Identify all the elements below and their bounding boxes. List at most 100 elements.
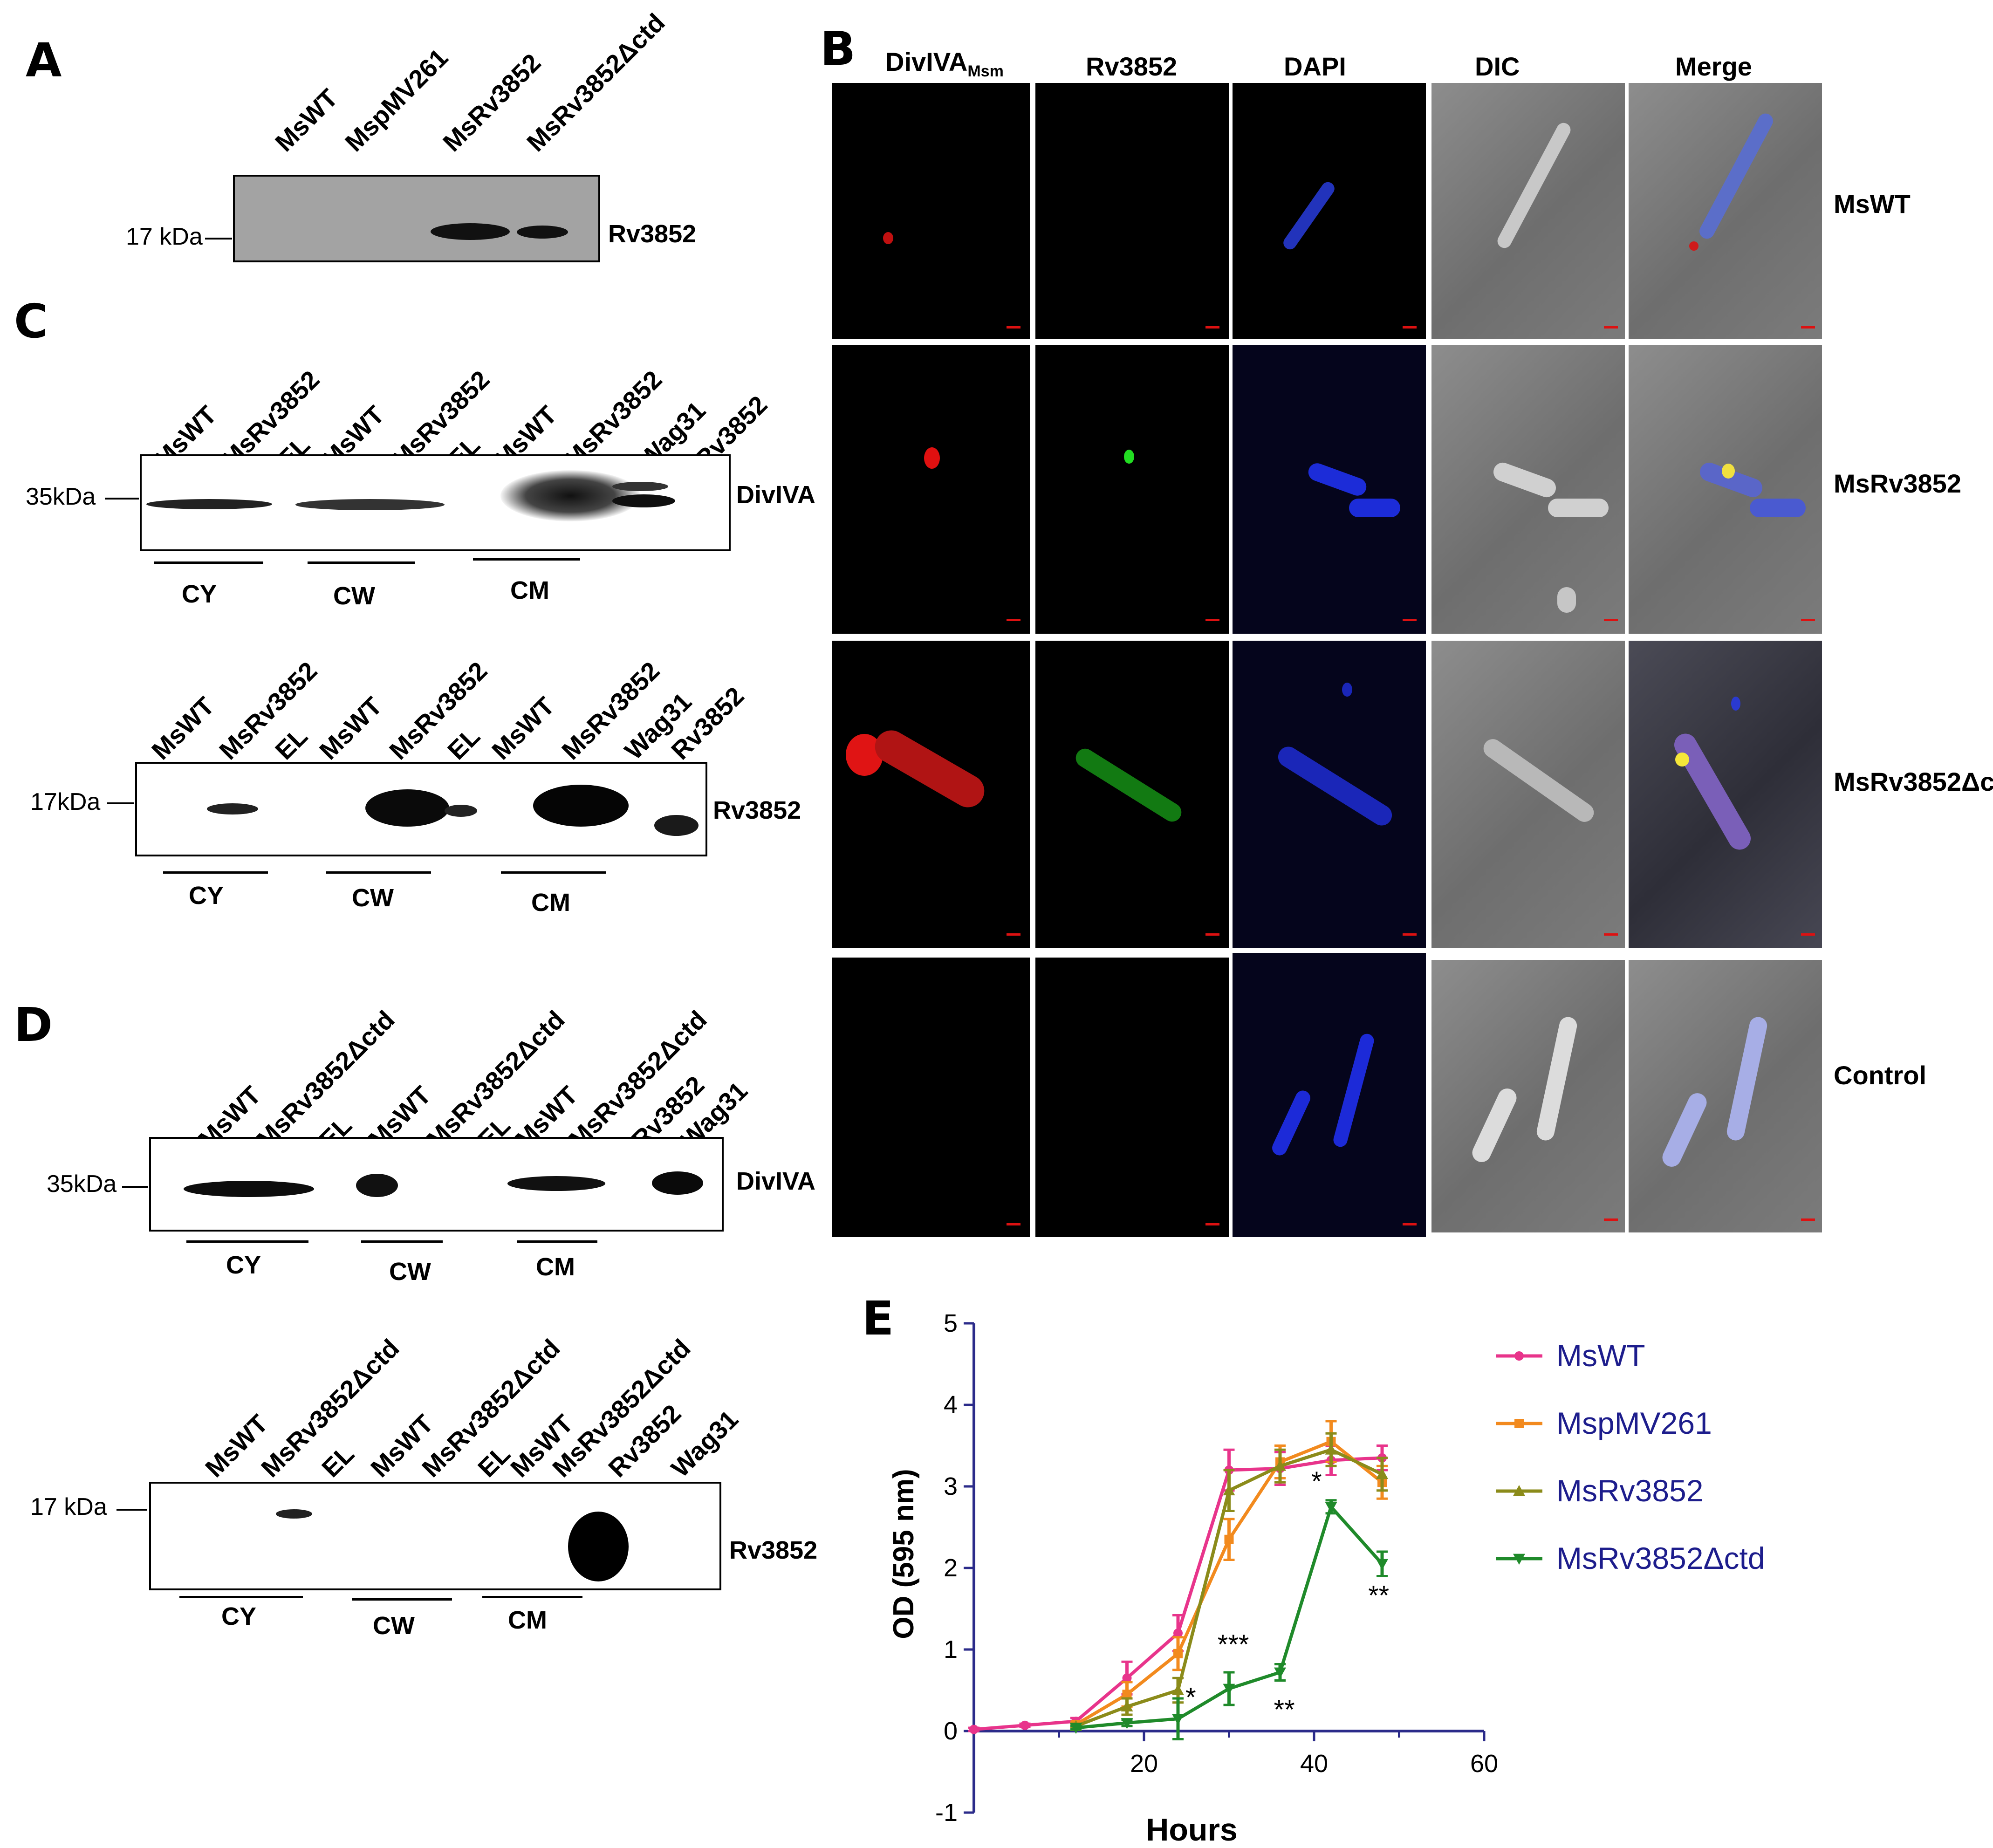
divIVA-band xyxy=(295,499,445,510)
scale-bar xyxy=(1403,1223,1417,1225)
fraction-line xyxy=(501,871,606,874)
chart-annotations: ********* xyxy=(1185,1466,1389,1725)
microscopy-tile-divIVA xyxy=(832,83,1030,339)
y-tick-label: 4 xyxy=(944,1391,958,1419)
cell xyxy=(1557,587,1576,613)
marker-label: 35kDa xyxy=(26,483,96,510)
marker-label: 35kDa xyxy=(47,1170,117,1198)
y-tick-label: 3 xyxy=(944,1472,958,1500)
column-header-dapi: DAPI xyxy=(1284,52,1346,81)
scale-bar xyxy=(1205,619,1219,621)
microscopy-tile-merge xyxy=(1629,641,1822,948)
cell xyxy=(1697,111,1776,241)
divIVA-band xyxy=(146,499,272,509)
panel-d-rv3852-blot xyxy=(149,1482,721,1590)
rv3852-band xyxy=(568,1512,629,1581)
cell xyxy=(1491,460,1559,500)
fraction-label: CY xyxy=(189,882,224,910)
scale-bar xyxy=(1007,326,1020,329)
microscopy-tile-merge xyxy=(1629,345,1822,634)
data-point xyxy=(1122,1673,1132,1683)
scale-bar xyxy=(1801,619,1815,621)
x-tick-label: 40 xyxy=(1300,1750,1328,1778)
fraction-line xyxy=(517,1240,597,1243)
column-header-dic: DIC xyxy=(1475,52,1520,81)
scale-bar xyxy=(1205,933,1219,936)
fraction-line xyxy=(179,1596,303,1598)
divIVA-band xyxy=(652,1171,703,1195)
scale-bar xyxy=(1007,933,1020,936)
row-label: MsRv3852Δctd xyxy=(1834,767,1993,796)
column-header-main: DivIVA xyxy=(885,47,968,76)
rv3852-band xyxy=(533,785,629,827)
y-axis-label: OD (595 nm) xyxy=(888,1469,920,1639)
microscopy-tile-dapi xyxy=(1233,345,1426,634)
marker-tick xyxy=(122,1186,148,1188)
lane-label: EL xyxy=(442,721,486,766)
microscopy-tile-merge xyxy=(1629,83,1822,339)
data-point xyxy=(1172,1714,1184,1725)
scale-bar xyxy=(1007,619,1020,621)
microscopy-tile-rv3852 xyxy=(1035,345,1229,634)
microscopy-tile-divIVA xyxy=(832,345,1030,634)
y-tick-label: 0 xyxy=(944,1717,958,1745)
marker-tick xyxy=(105,498,139,500)
fraction-line xyxy=(352,1598,452,1601)
scale-bar xyxy=(1801,933,1815,936)
data-point xyxy=(1070,1723,1082,1734)
cell xyxy=(1535,1015,1579,1143)
data-point xyxy=(1513,1485,1525,1496)
divIVA-band xyxy=(356,1174,398,1197)
data-point xyxy=(969,1725,979,1734)
data-point xyxy=(1514,1419,1524,1428)
significance-marker: ** xyxy=(1368,1581,1389,1611)
blot-protein-label: Rv3852 xyxy=(608,220,697,248)
column-header-rv3852: Rv3852 xyxy=(1086,52,1178,81)
data-point xyxy=(1121,1718,1133,1729)
data-point xyxy=(1325,1502,1337,1513)
row-label: MsWT xyxy=(1834,189,1911,219)
cell xyxy=(1548,499,1609,517)
fraction-label: CW xyxy=(352,884,394,912)
microscopy-tile-divIVA xyxy=(832,641,1030,948)
rv3852-band xyxy=(365,789,449,827)
cell xyxy=(1495,120,1573,251)
significance-marker: *** xyxy=(1218,1629,1249,1660)
marker-label: 17kDa xyxy=(30,788,101,815)
rv3852-signal xyxy=(1072,745,1185,825)
marker-tick xyxy=(205,238,232,240)
rv3852-band xyxy=(207,803,258,814)
fraction-label: CW xyxy=(389,1258,431,1286)
rv3852-band xyxy=(517,226,568,239)
scale-bar xyxy=(1403,326,1417,329)
microscopy-tile-rv3852 xyxy=(1035,83,1229,339)
marker-label: 17 kDa xyxy=(30,1493,107,1520)
data-point xyxy=(1122,1690,1132,1699)
marker-tick xyxy=(107,802,134,804)
fraction-label: CM xyxy=(531,889,570,917)
dapi-signal xyxy=(1281,179,1337,252)
cell xyxy=(1750,499,1806,517)
fraction-label: CM xyxy=(510,576,549,604)
divIVA-band xyxy=(612,494,675,507)
data-point xyxy=(1173,1649,1183,1658)
lane-label: MsWT xyxy=(486,691,560,766)
panel-e-letter: E xyxy=(862,1291,894,1346)
marker-label: 17 kDa xyxy=(126,223,203,250)
fraction-label: CW xyxy=(333,582,375,610)
significance-marker: * xyxy=(1185,1683,1196,1713)
microscopy-tile-rv3852 xyxy=(1035,641,1229,948)
row-label: MsRv3852 xyxy=(1834,469,1961,498)
fraction-label: CY xyxy=(226,1251,261,1279)
data-point xyxy=(1376,1559,1388,1570)
microscopy-tile-divIVA xyxy=(832,958,1030,1237)
fraction-line xyxy=(308,561,415,564)
panel-a-blot xyxy=(233,175,600,262)
colocalization-signal xyxy=(1675,753,1689,767)
divIVA-band xyxy=(507,1176,605,1191)
lane-label: MsWT xyxy=(314,691,388,766)
scale-bar xyxy=(1007,1223,1020,1225)
chart-axes: -1 0 1 2 3 4 5 20 40 60 Hours OD (595 nm) xyxy=(888,1309,1498,1845)
cell xyxy=(1670,729,1755,854)
fraction-line xyxy=(163,871,268,874)
